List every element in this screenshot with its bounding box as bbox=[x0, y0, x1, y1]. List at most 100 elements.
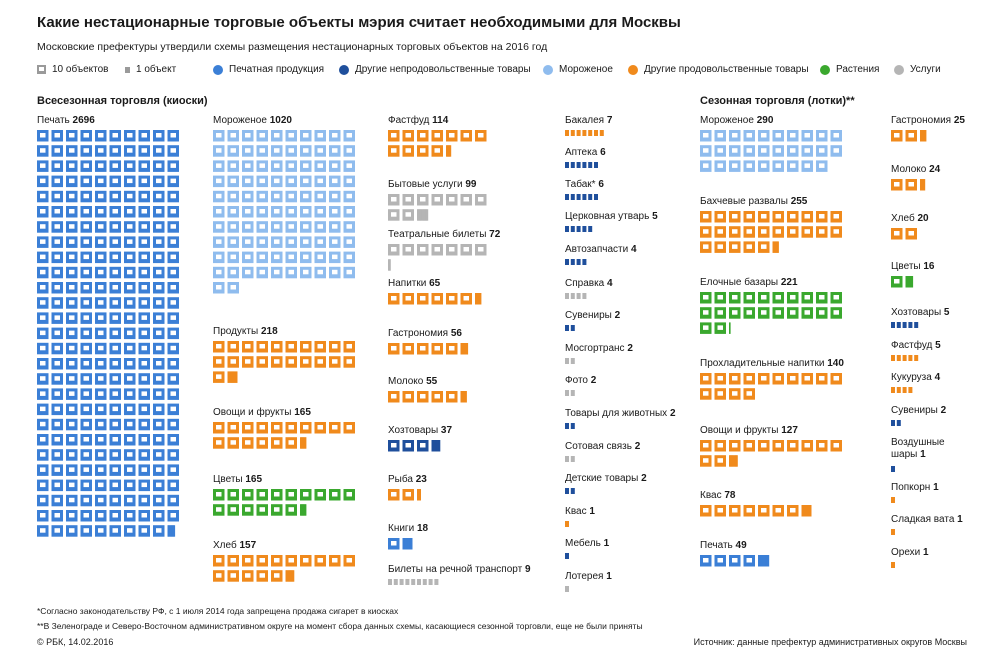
kiosk-icon-1 bbox=[446, 145, 448, 157]
kiosk-window-icon bbox=[216, 209, 222, 214]
kiosk-window-icon bbox=[54, 361, 60, 366]
kiosk-window-icon bbox=[156, 376, 162, 381]
kiosk-window-icon bbox=[274, 163, 280, 168]
kiosk-window-icon bbox=[317, 492, 323, 497]
kiosk-window-icon bbox=[804, 295, 810, 300]
kiosk-window-icon bbox=[317, 269, 323, 275]
kiosk-window-icon bbox=[98, 513, 104, 518]
kiosk-window-icon bbox=[170, 315, 176, 320]
kiosk-window-icon bbox=[112, 497, 118, 503]
kiosk-window-icon bbox=[141, 148, 147, 153]
kiosk-window-icon bbox=[40, 497, 46, 503]
kiosk-window-icon bbox=[746, 163, 752, 168]
item-label: Цветы 165 bbox=[213, 474, 262, 485]
kiosk-window-icon bbox=[141, 224, 147, 229]
kiosk-window-icon bbox=[790, 163, 796, 168]
kiosk-window-icon bbox=[40, 133, 46, 138]
kiosk-window-icon bbox=[274, 492, 280, 497]
item-label: Сладкая вата 1 bbox=[891, 514, 963, 525]
kiosk-window-icon bbox=[303, 254, 309, 260]
kiosk-window-icon bbox=[83, 178, 89, 184]
kiosk-window-icon bbox=[156, 239, 162, 244]
kiosk-icon-1 bbox=[729, 322, 731, 334]
kiosk-window-icon bbox=[98, 467, 104, 472]
kiosk-window-icon bbox=[245, 254, 251, 260]
kiosk-window-icon bbox=[833, 133, 839, 138]
kiosk-window-icon bbox=[391, 247, 397, 252]
kiosk-window-icon bbox=[156, 345, 162, 351]
kiosk-window-icon bbox=[40, 528, 46, 533]
kiosk-window-icon bbox=[170, 482, 176, 488]
kiosk-icon-1 bbox=[758, 555, 760, 567]
kiosk-window-icon bbox=[170, 376, 176, 381]
kiosk-window-icon bbox=[156, 467, 162, 472]
kiosk-window-icon bbox=[216, 344, 222, 349]
kiosk-window-icon bbox=[69, 437, 75, 442]
kiosk-window-icon bbox=[156, 269, 162, 275]
kiosk-window-icon bbox=[170, 224, 176, 229]
kiosk-icon-1 bbox=[565, 553, 569, 559]
kiosk-icon-1 bbox=[764, 555, 766, 567]
kiosk-window-icon bbox=[170, 361, 176, 366]
kiosk-window-icon bbox=[259, 344, 265, 349]
kiosk-window-icon bbox=[216, 269, 222, 275]
kiosk-window-icon bbox=[98, 421, 104, 427]
kiosk-window-icon bbox=[170, 209, 176, 214]
kiosk-icon-1 bbox=[576, 162, 581, 168]
kiosk-icon-1 bbox=[896, 420, 901, 426]
kiosk-icon-1 bbox=[801, 505, 804, 517]
item-label: Мороженое 290 bbox=[700, 115, 774, 126]
kiosk-icon-1 bbox=[461, 391, 464, 403]
kiosk-window-icon bbox=[894, 182, 900, 187]
section-title-allseason: Всесезонная торговля (киоски) bbox=[37, 95, 208, 107]
kiosk-window-icon bbox=[717, 295, 723, 300]
kiosk-window-icon bbox=[83, 513, 89, 518]
kiosk-window-icon bbox=[54, 239, 60, 244]
kiosk-window-icon bbox=[761, 214, 767, 219]
kiosk-window-icon bbox=[127, 315, 133, 320]
kiosk-icon-1 bbox=[582, 226, 587, 232]
kiosk-icon-1 bbox=[891, 322, 895, 328]
kiosk-icon-1 bbox=[565, 456, 569, 462]
kiosk-window-icon bbox=[170, 406, 176, 412]
kiosk-window-icon bbox=[819, 229, 825, 234]
item-label: Аптека 6 bbox=[565, 147, 606, 158]
kiosk-window-icon bbox=[230, 269, 236, 275]
kiosk-icon-1 bbox=[448, 145, 450, 157]
kiosk-window-icon bbox=[83, 345, 89, 351]
item-label: Попкорн 1 bbox=[891, 482, 939, 493]
kiosk-icon-1 bbox=[304, 437, 307, 449]
kiosk-icon-1 bbox=[923, 130, 926, 142]
kiosk-window-icon bbox=[317, 193, 323, 199]
kiosk-window-icon bbox=[83, 437, 89, 442]
kiosk-window-icon bbox=[908, 182, 914, 187]
legend-label: Другие продовольственные товары bbox=[644, 64, 809, 75]
kiosk-window-icon bbox=[54, 209, 60, 214]
kiosk-window-icon bbox=[83, 285, 89, 290]
kiosk-window-icon bbox=[274, 178, 280, 184]
kiosk-window-icon bbox=[127, 300, 133, 305]
kiosk-icon-1 bbox=[476, 293, 478, 305]
kiosk-window-icon bbox=[98, 269, 104, 275]
kiosk-window-icon bbox=[69, 224, 75, 229]
kiosk-window-icon bbox=[112, 300, 118, 305]
kiosk-window-icon bbox=[230, 285, 236, 290]
kiosk-window-icon bbox=[98, 178, 104, 184]
kiosk-window-icon bbox=[98, 376, 104, 381]
kiosk-icon-1 bbox=[759, 555, 761, 567]
kiosk-icon-1 bbox=[761, 555, 764, 567]
kiosk-window-icon bbox=[775, 214, 781, 219]
kiosk-window-icon bbox=[98, 224, 104, 229]
kiosk-window-icon bbox=[288, 254, 294, 260]
kiosk-window-icon bbox=[40, 330, 46, 336]
kiosk-window-icon bbox=[717, 558, 723, 563]
kiosk-window-icon bbox=[98, 528, 104, 533]
kiosk-window-icon bbox=[69, 178, 75, 184]
kiosk-window-icon bbox=[40, 482, 46, 488]
kiosk-icon-1 bbox=[732, 455, 735, 467]
kiosk-window-icon bbox=[245, 224, 251, 229]
kiosk-window-icon bbox=[127, 437, 133, 442]
kiosk-icon-1 bbox=[167, 525, 170, 537]
kiosk-window-icon bbox=[83, 497, 89, 503]
kiosk-window-icon bbox=[230, 239, 236, 244]
